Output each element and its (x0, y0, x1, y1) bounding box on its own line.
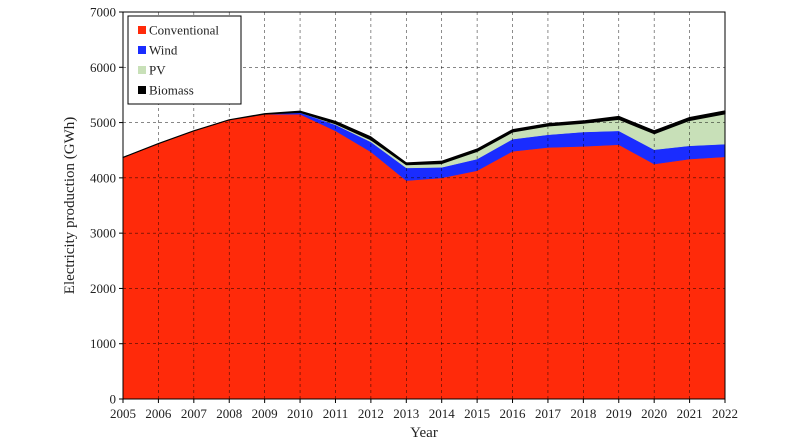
x-axis-title: Year (410, 425, 438, 441)
y-axis-ticks: 0 1000 2000 3000 4000 5000 6000 7000 (90, 5, 123, 407)
y-tick-label: 5000 (90, 115, 116, 130)
x-tick-label: 2007 (181, 406, 208, 421)
x-tick-label: 2022 (712, 406, 738, 421)
y-tick-label: 0 (110, 392, 117, 407)
y-tick-label: 3000 (90, 226, 116, 241)
legend-label-conventional: Conventional (149, 23, 219, 38)
x-tick-label: 2009 (252, 406, 278, 421)
plot-frame (122, 11, 726, 400)
legend-swatch-wind (138, 46, 146, 54)
x-tick-label: 2010 (287, 406, 313, 421)
y-tick-label: 6000 (90, 60, 116, 75)
legend-box (127, 15, 242, 105)
x-tick-label: 2005 (110, 406, 136, 421)
x-tick-label: 2020 (641, 406, 667, 421)
x-tick-label: 2019 (606, 406, 632, 421)
x-tick-label: 2012 (358, 406, 384, 421)
legend-swatch-pv (138, 66, 146, 74)
x-tick-label: 2015 (464, 406, 490, 421)
grid-lines (123, 12, 725, 399)
legend: Conventional Wind PV Biomass (127, 15, 242, 105)
legend-label-wind: Wind (149, 43, 178, 58)
x-tick-label: 2018 (570, 406, 596, 421)
y-tick-label: 7000 (90, 5, 116, 20)
y-axis-title: Electricity production (GWh) (62, 117, 78, 294)
area-conventional (122, 114, 726, 400)
y-tick-label: 1000 (90, 336, 116, 351)
x-axis-ticks: 2005 2006 2007 2008 2009 2010 2011 2012 2013 2014… (110, 399, 738, 421)
x-tick-label: 2008 (216, 406, 242, 421)
x-tick-label: 2021 (677, 406, 703, 421)
x-tick-label: 2014 (429, 406, 456, 421)
x-tick-label: 2013 (393, 406, 419, 421)
plot-areas (122, 110, 726, 400)
y-tick-label: 2000 (90, 281, 116, 296)
x-tick-label: 2016 (500, 406, 527, 421)
x-tick-label: 2006 (145, 406, 172, 421)
x-tick-label: 2017 (535, 406, 562, 421)
legend-swatch-biomass (138, 86, 146, 94)
legend-swatch-conventional (138, 26, 146, 34)
x-tick-label: 2011 (323, 406, 349, 421)
legend-label-biomass: Biomass (149, 83, 194, 98)
legend-label-pv: PV (149, 63, 166, 78)
legend-items: Conventional Wind PV Biomass (138, 23, 219, 98)
y-tick-label: 4000 (90, 170, 116, 185)
